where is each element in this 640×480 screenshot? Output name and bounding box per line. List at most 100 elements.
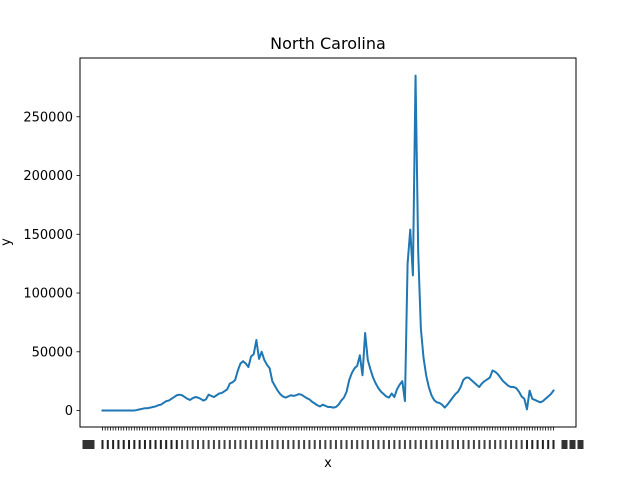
x-tick-label: [520, 440, 523, 449]
x-tick-label: [202, 440, 205, 449]
x-tick-label: [441, 440, 444, 449]
chart-title: North Carolina: [270, 34, 386, 53]
x-tick-label: [515, 440, 518, 449]
y-tick-label: 100000: [23, 287, 73, 302]
x-tick-label: [324, 440, 327, 449]
x-tick-label: [414, 440, 417, 449]
x-tick-label: [393, 440, 396, 449]
x-tick-label: [451, 440, 454, 449]
x-tick-label: [112, 440, 115, 449]
y-tick-label: 250000: [23, 110, 73, 125]
x-tick-label: [143, 440, 146, 449]
x-tick-label: [271, 440, 274, 449]
x-tick-label: [265, 440, 268, 449]
x-tick-label: [398, 440, 401, 449]
x-tick-label: [88, 440, 95, 449]
x-tick-label: [340, 440, 343, 449]
x-tick-label: [170, 440, 173, 449]
x-tick-label: [207, 440, 210, 449]
x-tick-label: [536, 440, 539, 449]
series-line: [101, 74, 555, 412]
x-tick-label: [292, 440, 295, 449]
x-tick-label: [504, 440, 507, 449]
x-tick-label: [181, 440, 184, 449]
x-tick-label: [569, 440, 576, 449]
x-tick-label: [478, 440, 481, 449]
x-tick-label: [117, 440, 120, 449]
x-tick-label: [329, 440, 332, 449]
x-tick-label: [287, 440, 290, 449]
plot-frame: [79, 57, 577, 428]
x-tick-label: [425, 440, 428, 449]
x-tick-label: [350, 440, 353, 449]
x-tick-label: [133, 440, 136, 449]
x-tick-label: [388, 440, 391, 449]
x-tick-label: [345, 440, 348, 449]
x-tick-label: [366, 440, 369, 449]
x-tick-label: [218, 440, 221, 449]
x-tick-label: [122, 440, 125, 449]
y-axis-ticks: 0 50000 100000 150000 200000 250000: [23, 110, 80, 419]
x-tick-label: [223, 440, 226, 449]
x-tick-label: [403, 440, 406, 449]
x-tick-label: [276, 440, 279, 449]
x-tick-label: [483, 440, 486, 449]
x-axis-label: x: [324, 456, 332, 471]
x-tick-label: [228, 440, 231, 449]
y-tick-label: 0: [65, 404, 73, 419]
x-tick-label: [234, 440, 237, 449]
x-tick-label: [334, 440, 337, 449]
x-tick-label: [547, 440, 550, 449]
x-tick-label: [138, 440, 141, 449]
x-tick-label: [356, 440, 359, 449]
x-tick-label: [308, 440, 311, 449]
x-tick-label: [154, 440, 157, 449]
x-tick-label: [82, 440, 89, 449]
x-tick-label: [165, 440, 168, 449]
x-tick-label: [488, 440, 491, 449]
y-tick-label: 150000: [23, 228, 73, 243]
x-tick-label: [260, 440, 263, 449]
x-tick-label: [197, 440, 200, 449]
x-tick-label: [467, 440, 470, 449]
x-tick-label: [244, 440, 247, 449]
x-tick-label: [409, 440, 412, 449]
x-tick-label: [106, 440, 109, 449]
x-tick-label: [372, 440, 375, 449]
y-tick-label: 50000: [32, 345, 73, 360]
x-tick-label-cluster: [82, 440, 584, 449]
x-axis-ticks: [82, 427, 584, 449]
x-tick-label: [250, 440, 253, 449]
x-tick-label: [435, 440, 438, 449]
x-tick-label: [510, 440, 513, 449]
x-tick-label: [239, 440, 242, 449]
x-tick-label: [525, 440, 528, 449]
x-tick-label: [541, 440, 544, 449]
x-tick-label: [430, 440, 433, 449]
x-tick-label: [159, 440, 162, 449]
x-tick-label: [313, 440, 316, 449]
x-tick-label: [382, 440, 385, 449]
x-tick-label: [128, 440, 131, 449]
x-tick-label: [186, 440, 189, 449]
x-tick-label: [472, 440, 475, 449]
x-tick-label: [303, 440, 306, 449]
x-tick-label: [319, 440, 322, 449]
x-tick-label: [494, 440, 497, 449]
y-tick-label: 200000: [23, 169, 73, 184]
x-tick-label: [577, 440, 584, 449]
x-tick-label: [255, 440, 258, 449]
x-tick-label: [361, 440, 364, 449]
x-tick-label: [297, 440, 300, 449]
x-tick-label: [191, 440, 194, 449]
x-tick-label: [149, 440, 152, 449]
x-tick-label: [175, 440, 178, 449]
x-tick-label: [419, 440, 422, 449]
x-tick-label: [377, 440, 380, 449]
x-tick-label: [499, 440, 502, 449]
x-tick-label: [456, 440, 459, 449]
x-tick-label: [462, 440, 465, 449]
x-tick-label: [101, 440, 104, 449]
